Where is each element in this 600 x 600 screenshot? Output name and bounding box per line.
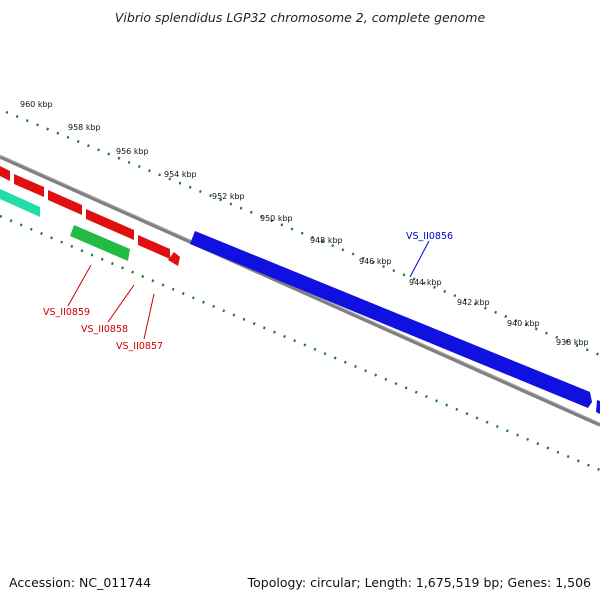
genome-backbone [0, 155, 600, 427]
reverse-genes [0, 166, 180, 266]
gene-label-vs-ii0858[interactable]: VS_II0858 [81, 324, 128, 335]
accession-text: Accession: NC_011744 [9, 575, 152, 590]
inner-ruler-line [0, 214, 600, 472]
gene-arrow-reverse[interactable] [48, 190, 82, 215]
gene-arrow-teal[interactable] [0, 189, 40, 217]
genome-summary-text: Topology: circular; Length: 1,675,519 bp… [247, 575, 591, 590]
ruler-label-940: 940 kbp [507, 319, 540, 328]
ruler-label-948: 948 kbp [310, 236, 343, 245]
leader-line-vs-ii0857 [143, 293, 155, 340]
gene-arrow-vs-ii0857[interactable] [168, 252, 180, 266]
gene-arrow-next[interactable] [596, 400, 600, 414]
gene-arrow-vs-ii0856[interactable] [190, 231, 592, 408]
gene-arrow-vs-ii0859[interactable] [86, 209, 134, 240]
leader-line-vs-ii0859 [67, 264, 92, 307]
map-title: Vibrio splendidus LGP32 chromosome 2, co… [114, 10, 486, 25]
gene-label-vs-ii0857[interactable]: VS_II0857 [116, 341, 163, 352]
gene-label-vs-ii0859[interactable]: VS_II0859 [43, 307, 90, 318]
ruler-label-944: 944 kbp [409, 278, 442, 287]
ruler-label-954: 954 kbp [164, 170, 197, 179]
gene-label-vs-ii0856[interactable]: VS_II0856 [406, 231, 453, 242]
gene-arrow-vs-ii0858[interactable] [138, 235, 170, 259]
ruler-label-946: 946 kbp [359, 257, 392, 266]
leader-line-vs-ii0856 [409, 240, 430, 278]
ruler-label-950: 950 kbp [260, 214, 293, 223]
gene-arrow-reverse[interactable] [0, 166, 10, 181]
outer-ruler-line [5, 110, 600, 357]
gene-arrow-reverse[interactable] [14, 174, 44, 197]
leader-line-vs-ii0858 [107, 284, 135, 323]
ruler-label-938: 938 kbp [556, 338, 589, 347]
ruler-label-952: 952 kbp [212, 192, 245, 201]
ruler-labels: 960 kbp 958 kbp 956 kbp 954 kbp 952 kbp … [20, 100, 589, 347]
ruler-label-942: 942 kbp [457, 298, 490, 307]
ruler-label-956: 956 kbp [116, 147, 149, 156]
gene-arrow-green[interactable] [70, 225, 130, 261]
ruler-label-958: 958 kbp [68, 123, 101, 132]
ruler-label-960: 960 kbp [20, 100, 53, 109]
